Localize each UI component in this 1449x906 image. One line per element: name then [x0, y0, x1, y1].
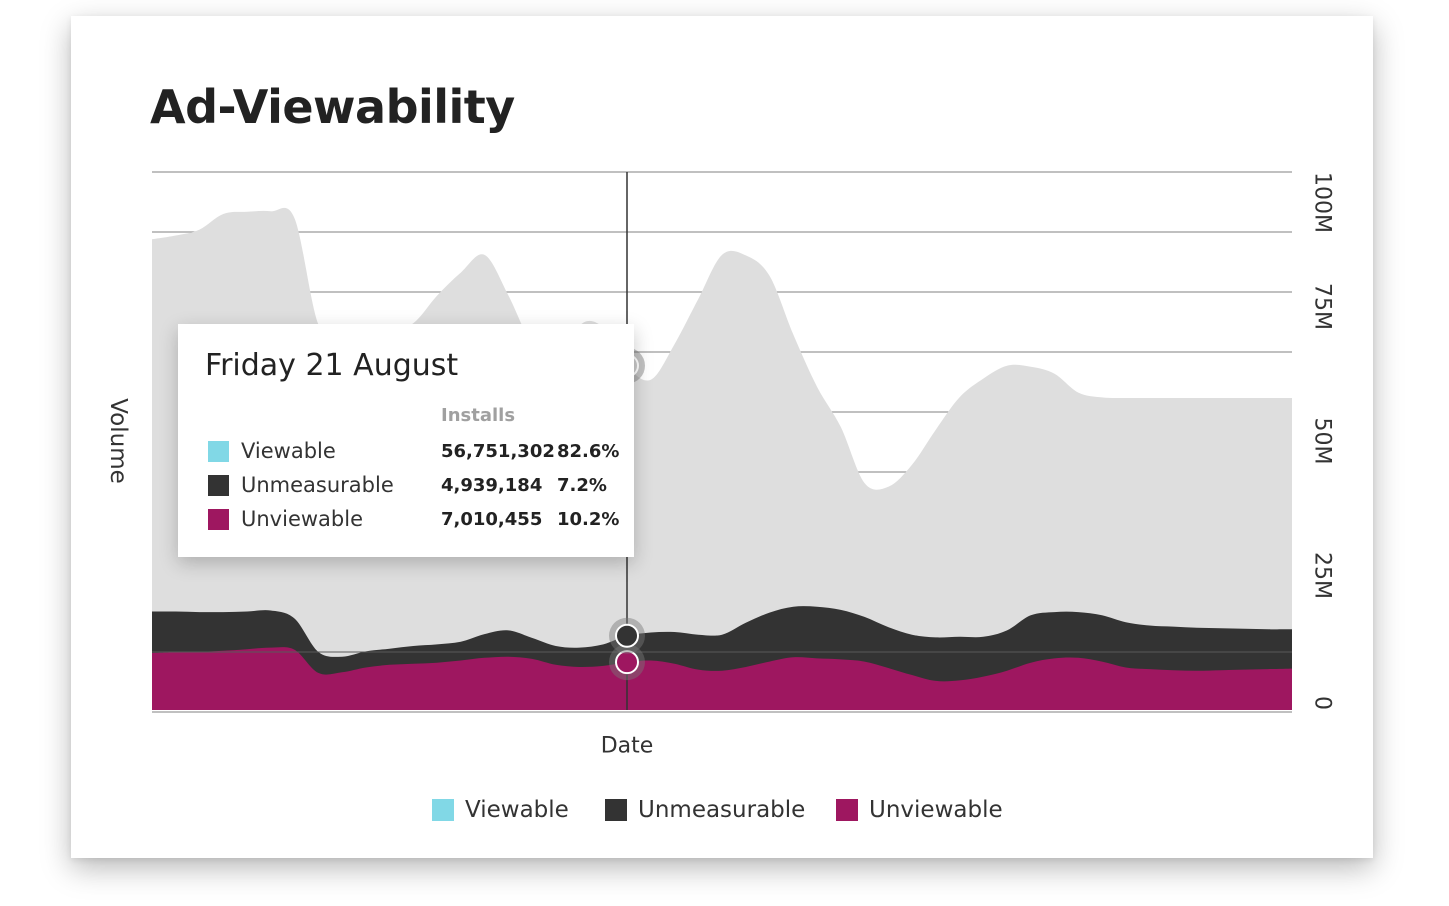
tooltip-swatch-unviewable [208, 509, 229, 530]
legend-label-unmeasurable: Unmeasurable [638, 797, 806, 823]
y-tick-label-100: 100M [1310, 172, 1335, 233]
legend-label-unviewable: Unviewable [869, 797, 1003, 823]
chart-title: Ad-Viewability [150, 80, 515, 134]
tooltip-row-unmeasurable: Unmeasurable 4,939,184 7.2% [208, 473, 628, 497]
tooltip-column-header: Installs [441, 405, 516, 426]
tooltip-percent-unviewable: 10.2% [557, 509, 620, 530]
tooltip-value-unmeasurable: 4,939,184 [441, 475, 543, 496]
y-tick-label-50: 50M [1310, 418, 1335, 465]
legend-label-viewable: Viewable [465, 797, 569, 823]
x-axis-label: Date [601, 734, 654, 759]
legend-swatch-unviewable [836, 799, 858, 821]
tooltip-label-viewable: Viewable [241, 439, 336, 463]
hover-dot-unmeasurable [615, 623, 639, 648]
y-tick-label-75: 75M [1310, 283, 1335, 330]
tooltip-row-viewable: Viewable 56,751,302 82.6% [208, 439, 628, 463]
tooltip-percent-viewable: 82.6% [557, 441, 620, 462]
hover-point-unmeasurable [609, 617, 645, 654]
tooltip-row-unviewable: Unviewable 7,010,455 10.2% [208, 507, 628, 531]
tooltip-value-viewable: 56,751,302 [441, 441, 555, 462]
tooltip-label-unviewable: Unviewable [241, 507, 363, 531]
y-tick-label-0: 0 [1310, 696, 1335, 710]
tooltip-label-unmeasurable: Unmeasurable [241, 473, 394, 497]
tooltip-percent-unmeasurable: 7.2% [557, 475, 607, 496]
hover-point-unviewable [609, 644, 645, 681]
area-unviewable [152, 647, 1292, 710]
legend-swatch-viewable [432, 799, 454, 821]
tooltip-swatch-unmeasurable [208, 475, 229, 496]
chart-tooltip: Friday 21 August Installs Viewable 56,75… [178, 324, 634, 557]
tooltip-date: Friday 21 August [205, 348, 459, 383]
y-axis-label: Volume [105, 398, 131, 484]
tooltip-swatch-viewable [208, 441, 229, 462]
legend-swatch-unmeasurable [605, 799, 627, 821]
tooltip-value-unviewable: 7,010,455 [441, 509, 543, 530]
y-tick-label-25: 25M [1310, 552, 1335, 599]
hover-dot-unviewable [615, 650, 639, 675]
